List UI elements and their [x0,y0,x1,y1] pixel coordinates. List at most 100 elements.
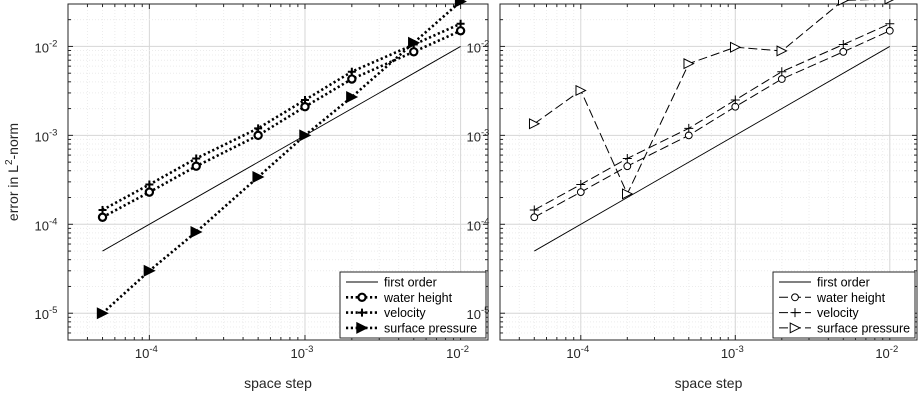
data-point [455,26,466,36]
x-axis-label: space step [675,375,743,391]
series-line [533,0,877,196]
x-tick-label-exponent: -4 [149,344,157,355]
data-point [837,0,850,6]
x-tick-label: 10-4 [566,344,589,361]
data-point [145,180,154,189]
data-point [529,205,539,215]
y-tick-label: 10-3 [35,127,58,144]
y-tick-label: 10-2 [467,38,490,55]
x-tick-label-exponent: -4 [581,344,589,355]
y-tick-label-exponent: -4 [481,216,489,227]
y-tick-label: 10-4 [35,216,58,233]
data-point [777,75,786,83]
x-axis-label: space step [244,375,312,391]
legend-label: water height [816,291,886,305]
y-tick-label-exponent: -2 [49,38,57,49]
data-point [576,188,585,197]
x-tick-label: 10-3 [721,344,744,361]
data-point [683,58,695,70]
data-point [454,0,467,8]
data-point [96,307,109,320]
series-line [534,30,890,218]
data-point [885,19,895,29]
legend-label: velocity [384,306,426,320]
data-point [776,45,788,57]
data-point [730,95,740,105]
legend-label: water height [383,291,453,305]
y-tick-label-exponent: -5 [481,305,489,316]
series-water-height [530,26,894,222]
data-point [253,130,263,141]
data-point [300,102,310,112]
data-point [408,36,421,49]
series-velocity [529,19,895,215]
series-water-height [97,26,466,222]
data-point [347,74,357,84]
x-tick-label-exponent: -2 [890,344,898,355]
data-point [300,95,309,104]
data-point [839,47,848,56]
y-tick-label: 10-5 [35,305,58,322]
data-point [252,171,265,184]
x-tick-label: 10-3 [291,344,314,361]
y-axis-label: error in L2-norm [4,123,21,221]
data-point [885,26,894,35]
y-axis-label-sup: 2 [4,159,15,165]
data-point [684,123,694,133]
series-line [534,23,890,211]
x-tick-label-exponent: -3 [735,344,743,355]
data-point [777,67,787,77]
y-tick-label-exponent: -3 [481,127,489,138]
legend-label: velocity [817,306,859,320]
y-tick-label: 10-3 [467,127,490,144]
data-point [192,154,201,163]
data-point [684,131,693,140]
legend-marker [790,308,800,318]
y-tick-label: 10-4 [467,216,490,233]
x-tick-label-exponent: -3 [305,344,313,355]
y-tick-label-exponent: -5 [49,305,57,316]
data-point [530,213,539,222]
legend-marker [789,322,801,334]
data-point [623,162,632,171]
data-point [528,118,541,130]
legend-label: surface pressure [817,321,910,335]
data-point [98,205,107,214]
data-point [97,212,108,222]
data-point [884,0,895,5]
series-surface-pressure [96,0,467,320]
x-tick-label: 10-4 [135,344,158,361]
data-point [191,161,201,171]
data-point [729,41,742,53]
series-surface-pressure [528,0,895,200]
y-tick-label-exponent: -3 [49,127,57,138]
series-line [101,29,462,219]
data-point [576,180,586,190]
legend-marker [357,292,367,302]
x-tick-label: 10-2 [446,344,469,361]
series-first-order [102,46,461,252]
legend-label: first order [384,276,437,290]
grid [499,3,917,340]
x-tick-label: 10-2 [875,344,898,361]
axes-frame [67,3,489,341]
legend-marker [358,308,366,317]
data-point [838,40,848,50]
chart-panel-left: 10-4 10-3 10-2 10-5 10-4 10-3 10-2 space step er… [4,0,489,391]
legend-marker [791,293,799,302]
legend-marker [356,321,369,334]
data-point [346,90,359,104]
data-point [621,188,634,200]
data-point [575,84,587,97]
series-first-order [534,46,891,252]
data-point [409,47,419,57]
data-point [144,187,155,197]
data-point [190,225,203,238]
y-tick-label-exponent: -4 [49,216,57,227]
series-velocity [98,19,465,214]
legend-label: first order [817,276,870,290]
data-point [143,264,156,277]
